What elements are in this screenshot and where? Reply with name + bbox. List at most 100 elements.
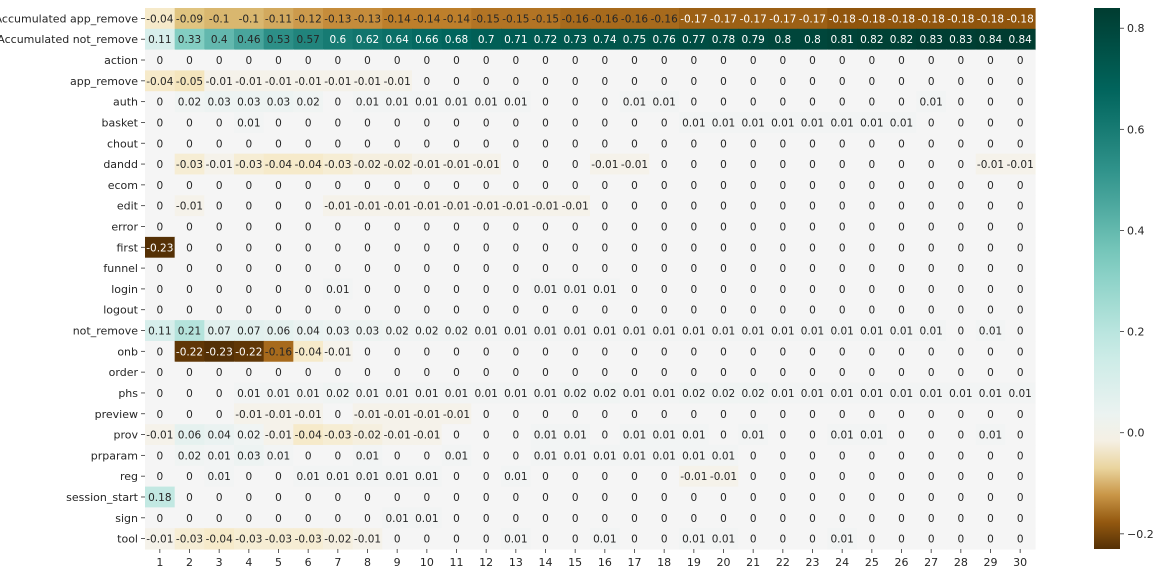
heatmap-cell bbox=[916, 112, 947, 134]
heatmap-cell bbox=[501, 174, 532, 196]
heatmap-cell bbox=[352, 403, 383, 425]
heatmap-cell bbox=[708, 49, 739, 72]
heatmap-cell bbox=[145, 195, 176, 217]
cell-value-label: 0 bbox=[245, 55, 252, 67]
heatmap-cell bbox=[174, 444, 205, 467]
heatmap-cell bbox=[530, 486, 561, 508]
heatmap-cell bbox=[560, 257, 591, 280]
heatmap-cell bbox=[174, 28, 205, 51]
cell-value-label: -0.01 bbox=[354, 201, 381, 213]
heatmap-cell bbox=[293, 8, 324, 30]
heatmap-cell bbox=[263, 153, 294, 176]
cell-value-label: 0 bbox=[216, 138, 223, 150]
heatmap-cell bbox=[708, 216, 739, 238]
cell-value-label: -0.14 bbox=[384, 13, 411, 25]
heatmap-cell bbox=[263, 486, 294, 508]
cell-value-label: 0.01 bbox=[326, 284, 349, 296]
heatmap-cell bbox=[263, 444, 294, 467]
cell-value-label: 0 bbox=[779, 97, 786, 109]
heatmap-cell bbox=[412, 174, 443, 196]
heatmap-cell bbox=[293, 49, 324, 72]
heatmap-cell bbox=[501, 132, 532, 155]
cell-value-label: 0.01 bbox=[534, 326, 557, 338]
heatmap-cell bbox=[204, 403, 235, 425]
cell-value-label: 0 bbox=[690, 513, 697, 525]
heatmap-cell bbox=[679, 8, 710, 30]
cell-value-label: 0 bbox=[512, 138, 519, 150]
heatmap-cell bbox=[293, 444, 324, 467]
cell-value-label: 0.82 bbox=[860, 34, 883, 46]
heatmap-cell bbox=[590, 132, 621, 155]
cell-value-label: 0 bbox=[542, 513, 549, 525]
cell-value-label: 0 bbox=[987, 534, 994, 546]
heatmap-cell bbox=[857, 28, 888, 51]
heatmap-cell bbox=[590, 278, 621, 300]
cell-value-label: 0.01 bbox=[741, 117, 764, 129]
cell-value-label: 0.72 bbox=[534, 34, 557, 46]
cell-value-label: 0 bbox=[868, 367, 875, 379]
cell-value-label: 0 bbox=[364, 284, 371, 296]
heatmap-cell bbox=[797, 91, 828, 113]
heatmap-cell bbox=[916, 216, 947, 238]
heatmap-cell bbox=[204, 465, 235, 488]
cell-value-label: 0 bbox=[750, 367, 757, 379]
cell-value-label: 0 bbox=[453, 471, 460, 483]
cell-value-label: -0.18 bbox=[947, 13, 974, 25]
cell-value-label: 0 bbox=[334, 138, 341, 150]
heatmap-cell bbox=[619, 444, 650, 467]
cell-value-label: 0.01 bbox=[474, 97, 497, 109]
cell-value-label: 0 bbox=[898, 76, 905, 88]
cell-value-label: 0.01 bbox=[445, 450, 468, 462]
cell-value-label: 0 bbox=[275, 55, 282, 67]
cell-value-label: 0 bbox=[453, 305, 460, 317]
heatmap-cell bbox=[471, 195, 502, 217]
heatmap-cell bbox=[738, 361, 769, 384]
cell-value-label: 0 bbox=[631, 409, 638, 421]
cell-value-label: -0.22 bbox=[235, 346, 262, 358]
cell-value-label: 0 bbox=[542, 242, 549, 254]
cell-value-label: 0 bbox=[868, 513, 875, 525]
heatmap-cell bbox=[590, 216, 621, 238]
heatmap-cell bbox=[174, 8, 205, 30]
heatmap-cell bbox=[827, 153, 858, 176]
cell-value-label: 0 bbox=[868, 305, 875, 317]
cell-value-label: 0 bbox=[453, 221, 460, 233]
cell-value-label: 0 bbox=[957, 513, 964, 525]
cell-value-label: 0 bbox=[542, 138, 549, 150]
heatmap-cell bbox=[619, 361, 650, 384]
cell-value-label: 0.01 bbox=[741, 326, 764, 338]
heatmap-cell bbox=[857, 153, 888, 176]
heatmap-cell bbox=[619, 465, 650, 488]
heatmap-cell bbox=[886, 403, 917, 425]
heatmap-cell bbox=[1005, 257, 1036, 280]
cell-value-label: 0 bbox=[779, 534, 786, 546]
cell-value-label: 0 bbox=[334, 367, 341, 379]
cell-value-label: 0.01 bbox=[682, 534, 705, 546]
cell-value-label: 0 bbox=[364, 55, 371, 67]
cell-value-label: 0 bbox=[661, 409, 668, 421]
heatmap-cell bbox=[857, 195, 888, 217]
cell-value-label: 0 bbox=[245, 221, 252, 233]
cell-value-label: 0.03 bbox=[237, 450, 260, 462]
cell-value-label: 0 bbox=[156, 513, 163, 525]
cell-value-label: 0 bbox=[779, 138, 786, 150]
cell-value-label: 0 bbox=[839, 409, 846, 421]
cell-value-label: 0 bbox=[245, 367, 252, 379]
heatmap-cell bbox=[412, 320, 443, 342]
cell-value-label: 0.01 bbox=[860, 430, 883, 442]
cell-value-label: 0.01 bbox=[979, 326, 1002, 338]
cell-value-label: -0.14 bbox=[443, 13, 470, 25]
cell-value-label: 0 bbox=[661, 346, 668, 358]
cell-value-label: 0 bbox=[661, 221, 668, 233]
cell-value-label: 0 bbox=[868, 346, 875, 358]
heatmap-cell bbox=[649, 236, 680, 259]
cell-value-label: 0 bbox=[512, 159, 519, 171]
cell-value-label: 0 bbox=[809, 180, 816, 192]
heatmap-cell bbox=[679, 236, 710, 259]
colorbar: −0.20.00.20.40.60.8 bbox=[1094, 8, 1154, 549]
cell-value-label: 0 bbox=[928, 138, 935, 150]
heatmap-cell bbox=[560, 112, 591, 134]
cell-value-label: 0 bbox=[957, 97, 964, 109]
heatmap-cell bbox=[441, 236, 472, 259]
heatmap-cell bbox=[263, 299, 294, 321]
